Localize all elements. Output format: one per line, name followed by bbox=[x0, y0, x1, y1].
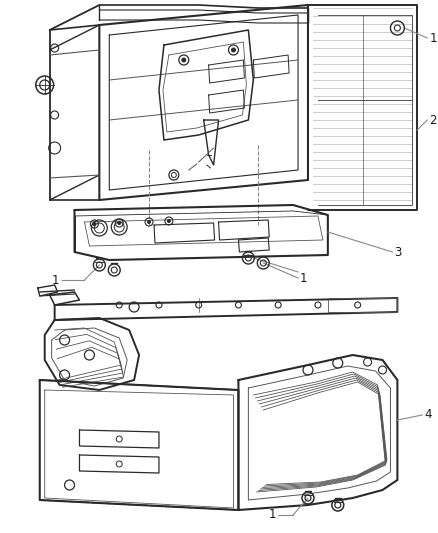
Circle shape bbox=[182, 58, 186, 62]
Circle shape bbox=[93, 222, 96, 225]
Circle shape bbox=[118, 222, 121, 224]
Text: 2: 2 bbox=[429, 114, 437, 126]
Circle shape bbox=[167, 220, 170, 222]
Text: 4: 4 bbox=[424, 408, 432, 422]
Text: 3: 3 bbox=[394, 246, 402, 259]
Text: 1: 1 bbox=[300, 271, 307, 285]
Text: 1: 1 bbox=[268, 508, 276, 521]
Circle shape bbox=[148, 221, 151, 223]
Text: 1: 1 bbox=[429, 31, 437, 44]
Text: 1: 1 bbox=[52, 273, 60, 287]
Circle shape bbox=[232, 48, 236, 52]
